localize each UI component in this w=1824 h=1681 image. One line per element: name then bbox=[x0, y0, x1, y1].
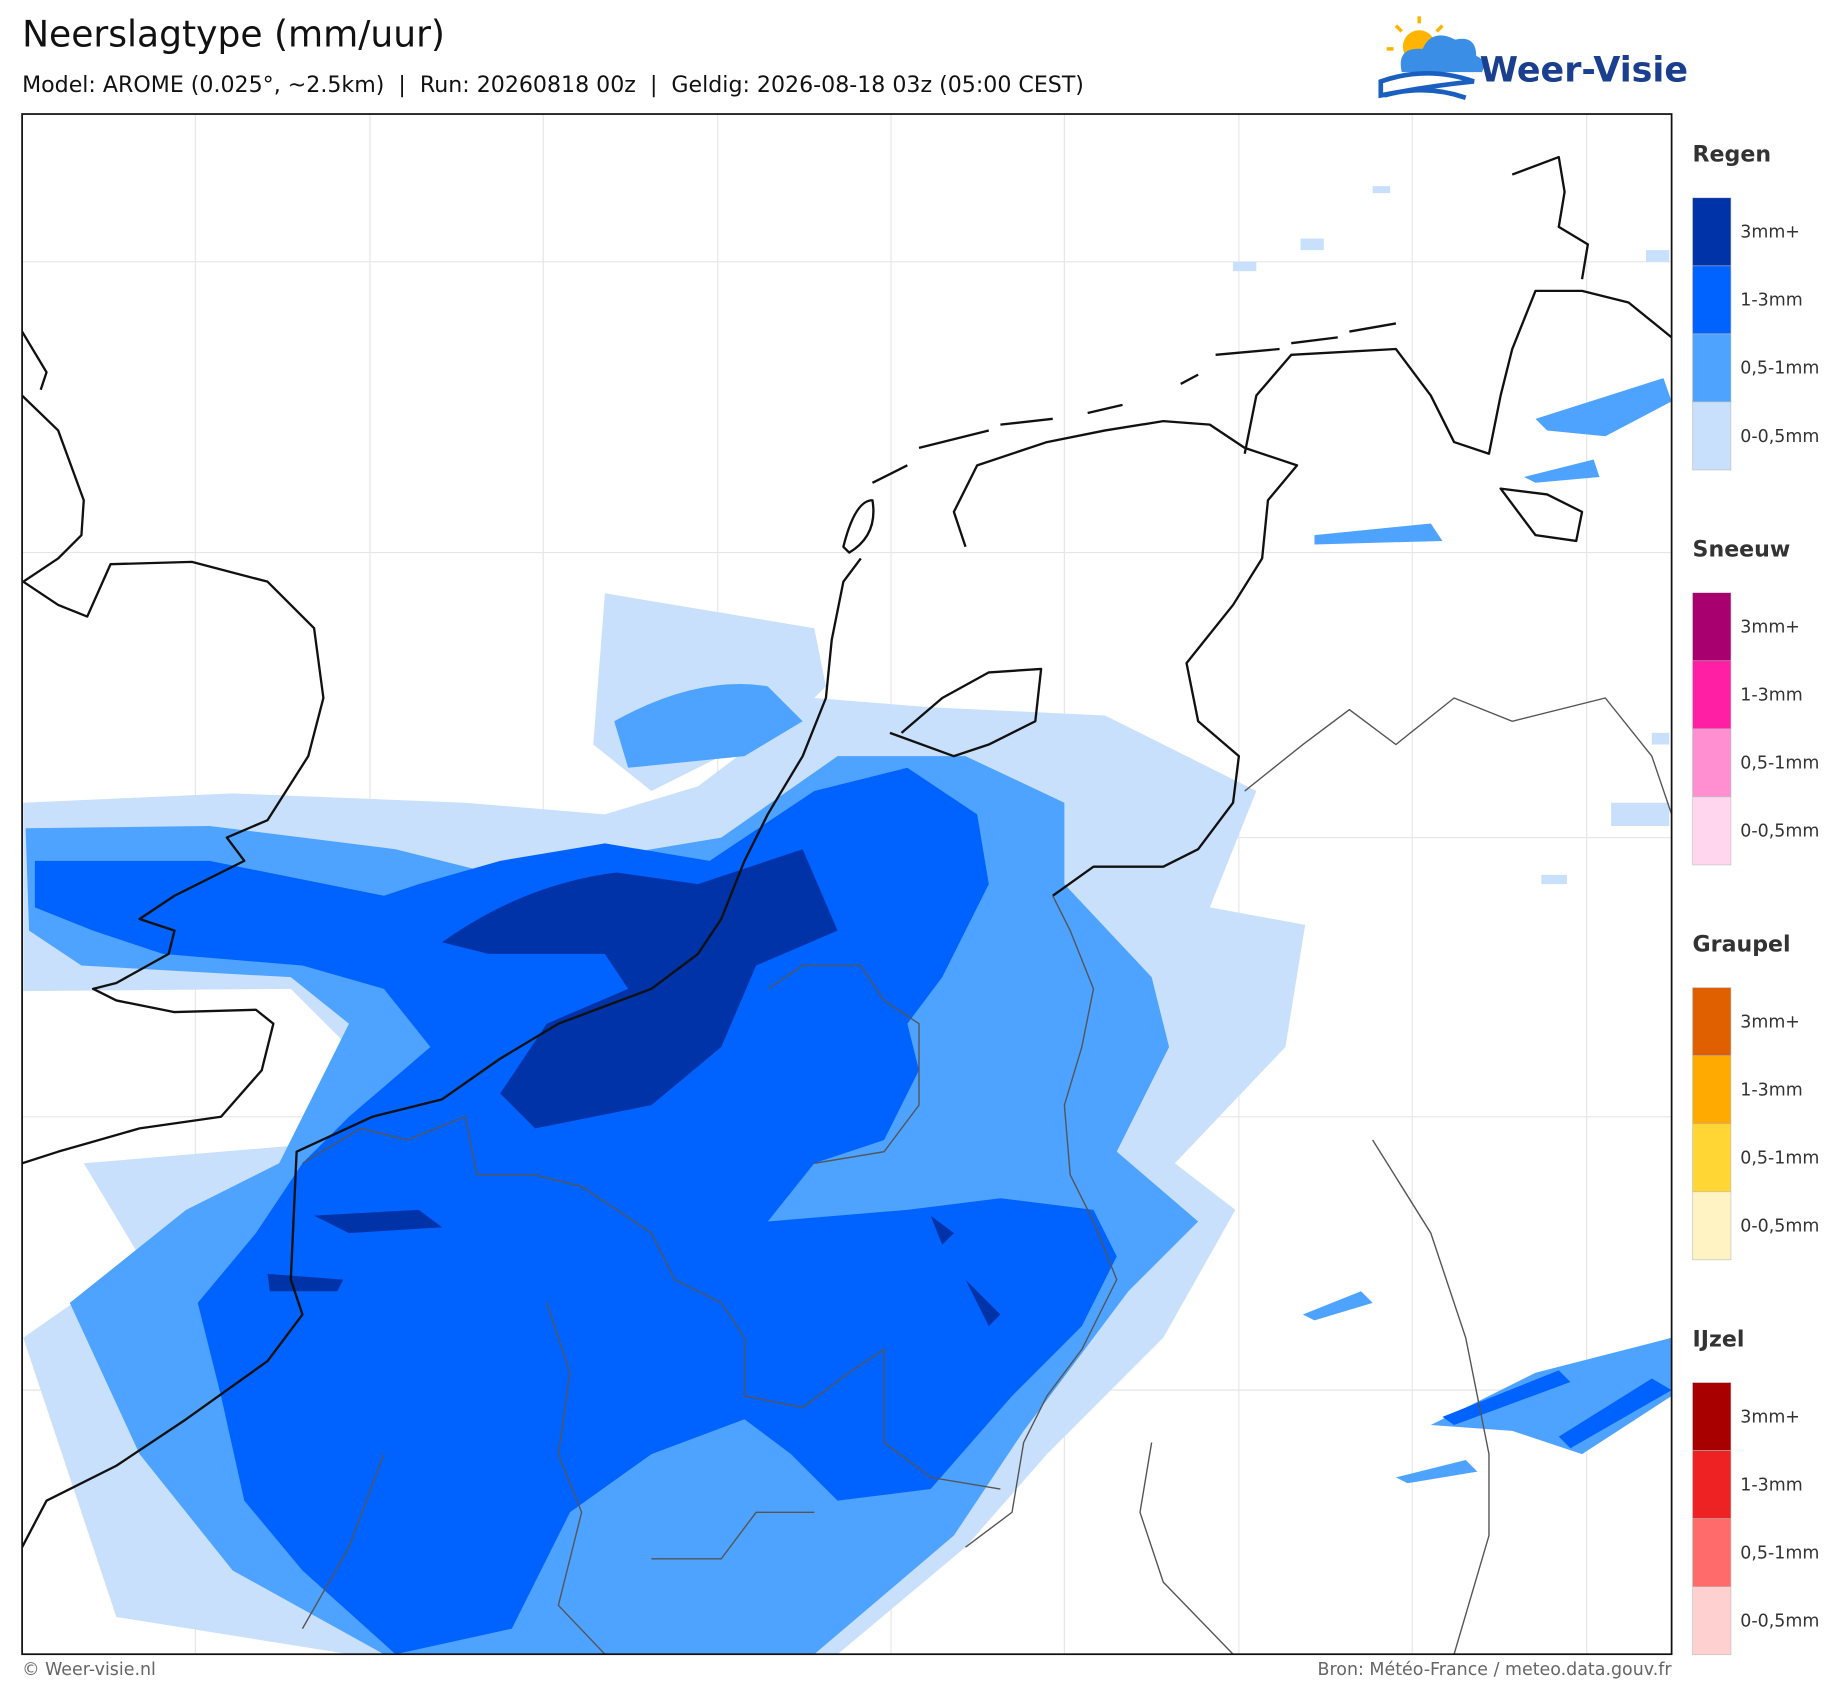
legend-swatch bbox=[1692, 1450, 1732, 1519]
legend-swatch bbox=[1692, 1586, 1732, 1656]
legend-swatch bbox=[1692, 1191, 1732, 1261]
legend-label: 0-0,5mm bbox=[1740, 822, 1819, 842]
legend-title: Graupel bbox=[1693, 932, 1791, 958]
legend-swatch bbox=[1692, 1382, 1732, 1451]
legend-swatch bbox=[1692, 197, 1732, 267]
legend-label: 1-3mm bbox=[1740, 1081, 1802, 1101]
legend-label: 0-0,5mm bbox=[1740, 1217, 1819, 1237]
legend-label: 1-3mm bbox=[1740, 1475, 1802, 1495]
legend-label: 0,5-1mm bbox=[1740, 1149, 1819, 1169]
legend-swatch bbox=[1692, 333, 1732, 403]
precipitation bbox=[23, 186, 1672, 1655]
legend-label: 1-3mm bbox=[1740, 686, 1802, 706]
legend-swatch bbox=[1692, 796, 1732, 866]
legend-swatch bbox=[1692, 728, 1732, 798]
legend-label: 0,5-1mm bbox=[1740, 359, 1819, 379]
legend-label: 0-0,5mm bbox=[1740, 427, 1819, 447]
legend: Regen 3mm+ 1-3mm 0,5-1mm 0-0,5mm Sneeuw 3mm+ 1-… bbox=[1692, 142, 1819, 1656]
legend-label: 0,5-1mm bbox=[1740, 754, 1819, 774]
logo: Weer-Visie bbox=[1378, 16, 1688, 100]
coastlines bbox=[22, 155, 1672, 1548]
legend-swatch bbox=[1692, 1518, 1732, 1588]
title: Neerslagtype (mm/uur) bbox=[22, 14, 445, 56]
borders bbox=[301, 697, 1672, 1655]
legend-label: 0,5-1mm bbox=[1740, 1544, 1819, 1564]
legend-label: 1-3mm bbox=[1740, 291, 1802, 311]
legend-swatch bbox=[1692, 265, 1732, 335]
legend-swatch bbox=[1692, 987, 1732, 1056]
legend-swatch bbox=[1692, 592, 1732, 662]
legend-swatch bbox=[1692, 660, 1732, 730]
legend-label: 3mm+ bbox=[1740, 1012, 1800, 1032]
legend-label: 3mm+ bbox=[1740, 223, 1800, 243]
legend-label: 3mm+ bbox=[1740, 618, 1800, 638]
legend-title: Regen bbox=[1693, 142, 1772, 168]
footer-right: Bron: Météo-France / meteo.data.gouv.fr bbox=[1318, 1660, 1673, 1680]
legend-title: IJzel bbox=[1693, 1327, 1745, 1353]
footer-left: © Weer-visie.nl bbox=[22, 1660, 156, 1680]
legend-title: Sneeuw bbox=[1693, 537, 1791, 563]
subtitle: Model: AROME (0.025°, ~2.5km) | Run: 202… bbox=[22, 72, 1084, 98]
legend-label: 3mm+ bbox=[1740, 1407, 1800, 1427]
legend-swatch bbox=[1692, 1123, 1732, 1193]
legend-swatch bbox=[1692, 401, 1732, 471]
map-frame bbox=[21, 113, 1673, 1656]
legend-swatch bbox=[1692, 1055, 1732, 1125]
map bbox=[21, 113, 1673, 1656]
legend-label: 0-0,5mm bbox=[1740, 1612, 1819, 1632]
logo-text: Weer-Visie bbox=[1480, 50, 1688, 90]
